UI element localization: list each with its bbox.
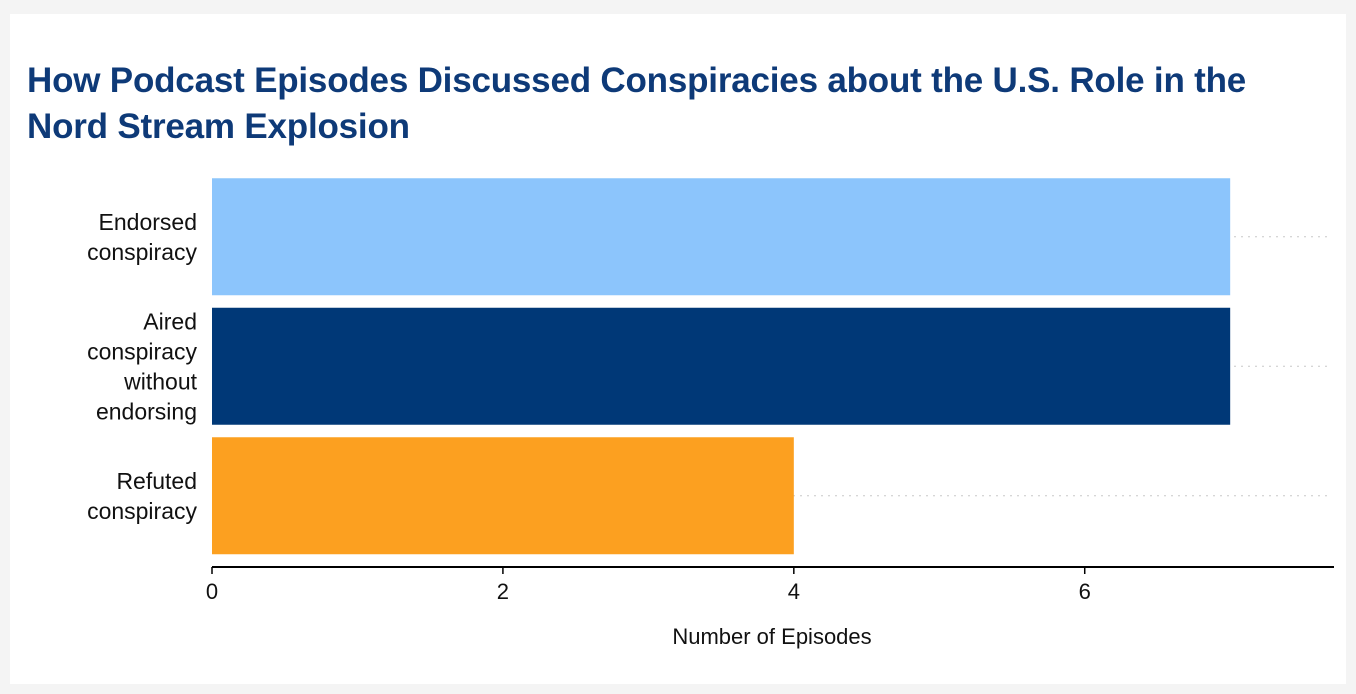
chart-title: How Podcast Episodes Discussed Conspirac… bbox=[27, 61, 1247, 146]
chart-card: How Podcast Episodes Discussed Conspirac… bbox=[10, 14, 1346, 684]
bar-2 bbox=[212, 307, 1231, 425]
bar-1 bbox=[212, 178, 1231, 296]
x-axis-title: Number of Episodes bbox=[672, 624, 871, 649]
category-label: Aired conspiracy without endorsing bbox=[87, 308, 198, 424]
x-tick-label: 2 bbox=[497, 579, 509, 604]
x-tick-label: 6 bbox=[1079, 579, 1091, 604]
category-label: Refuted conspiracy bbox=[87, 468, 197, 524]
x-tick-label: 4 bbox=[788, 579, 800, 604]
x-tick-label: 0 bbox=[206, 579, 218, 604]
category-label: Endorsed conspiracy bbox=[87, 209, 197, 265]
bar-chart: Endorsed conspiracy Aired conspiracy without… bbox=[87, 178, 1334, 649]
bar-3 bbox=[212, 437, 794, 555]
